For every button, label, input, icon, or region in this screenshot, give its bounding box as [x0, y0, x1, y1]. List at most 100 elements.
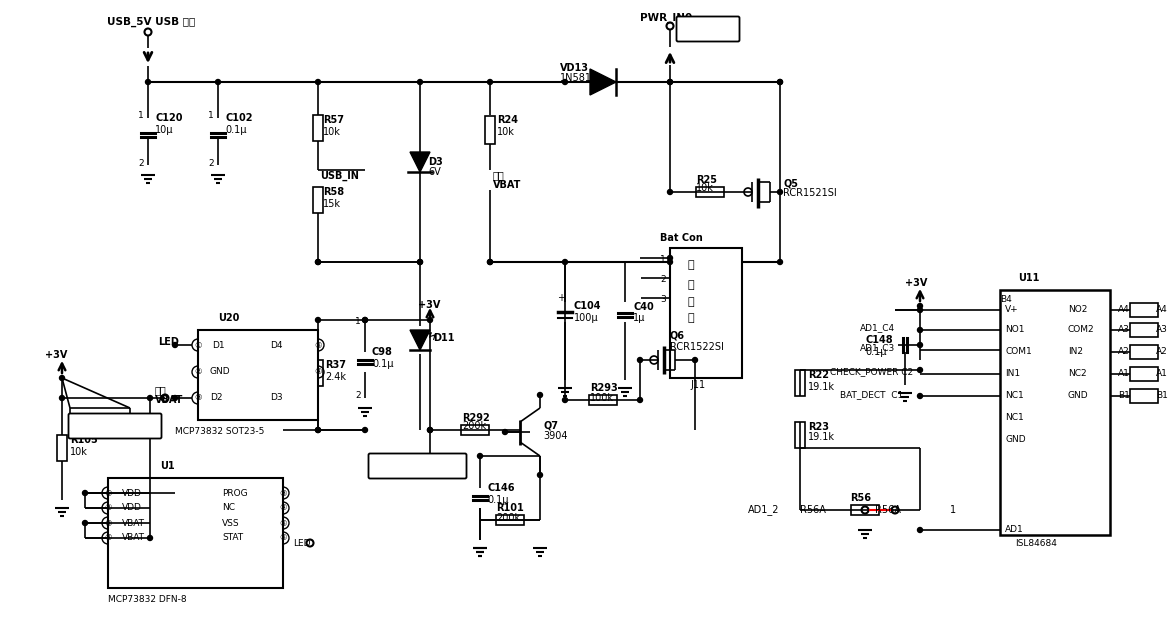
FancyBboxPatch shape [368, 453, 466, 478]
Text: R22: R22 [808, 370, 829, 380]
Circle shape [668, 189, 673, 195]
Text: VBAT: VBAT [122, 519, 145, 528]
Text: +3V: +3V [45, 350, 67, 360]
Text: ②: ② [195, 367, 202, 376]
Circle shape [362, 318, 368, 322]
Text: R58: R58 [323, 187, 345, 197]
Text: C148: C148 [865, 335, 893, 345]
Circle shape [417, 80, 422, 85]
Text: AD1: AD1 [1006, 526, 1024, 535]
Circle shape [777, 259, 783, 265]
Text: 2.4k: 2.4k [325, 372, 346, 382]
Circle shape [918, 304, 922, 309]
Text: RCR1521SI: RCR1521SI [783, 188, 837, 198]
Text: 19.1k: 19.1k [808, 382, 834, 392]
Circle shape [693, 358, 697, 363]
Text: ③: ③ [195, 394, 202, 403]
Bar [496, 515, 524, 525]
Text: GND: GND [1068, 392, 1089, 401]
Text: 3: 3 [660, 295, 666, 304]
Text: C98: C98 [372, 347, 393, 357]
Text: CHECK_POWER C2: CHECK_POWER C2 [830, 367, 913, 376]
Circle shape [538, 392, 543, 397]
Text: VDD: VDD [122, 489, 142, 498]
Circle shape [315, 259, 320, 265]
Text: C146: C146 [488, 483, 515, 493]
Circle shape [417, 259, 422, 265]
Text: GND: GND [1006, 435, 1026, 444]
Bar [696, 187, 724, 197]
Circle shape [477, 453, 483, 458]
Text: Bat Con: Bat Con [660, 233, 703, 243]
Text: VBAT: VBAT [155, 395, 183, 405]
Text: ⑤: ⑤ [314, 340, 322, 349]
Text: ③: ③ [279, 489, 287, 498]
Circle shape [668, 80, 673, 85]
Circle shape [60, 376, 64, 381]
Bar [108, 478, 282, 588]
Text: ⑤: ⑤ [279, 519, 287, 528]
Text: NC2: NC2 [1068, 370, 1086, 379]
Text: B4: B4 [1000, 295, 1011, 304]
Text: C40: C40 [633, 302, 654, 312]
Text: VD13: VD13 [560, 63, 590, 73]
Text: ③: ③ [104, 519, 111, 528]
Circle shape [777, 189, 783, 195]
Text: A3: A3 [1118, 325, 1130, 334]
Circle shape [172, 395, 177, 401]
Text: V+: V+ [1006, 306, 1018, 315]
Text: 10μ: 10μ [155, 125, 173, 135]
Polygon shape [410, 152, 430, 172]
Circle shape [315, 80, 320, 85]
Circle shape [538, 473, 543, 478]
Bar [461, 425, 489, 435]
Circle shape [216, 80, 220, 85]
Circle shape [148, 535, 152, 541]
Bar [485, 116, 495, 144]
Text: 100μ: 100μ [574, 313, 599, 323]
Text: MCP73832 DFN-8: MCP73832 DFN-8 [108, 596, 186, 605]
Text: +3V: +3V [905, 278, 927, 288]
Text: 1: 1 [355, 318, 361, 327]
Text: D3: D3 [428, 157, 443, 167]
Circle shape [918, 367, 922, 372]
Text: AD1_C4: AD1_C4 [860, 324, 895, 333]
Bar [1000, 290, 1110, 535]
Text: Q5: Q5 [783, 178, 798, 188]
Circle shape [428, 318, 432, 322]
Text: BAT_DECT  C1: BAT_DECT C1 [840, 390, 904, 399]
Text: +3V: +3V [418, 300, 441, 310]
Bar [313, 115, 323, 141]
Text: 2: 2 [138, 159, 144, 168]
Text: +3V 电源输出: +3V 电源输出 [393, 461, 442, 471]
Text: 口: 口 [688, 313, 695, 323]
FancyBboxPatch shape [676, 17, 740, 42]
Bar [1130, 323, 1158, 337]
Circle shape [668, 256, 673, 261]
Text: AD1_2: AD1_2 [748, 505, 779, 516]
Text: ④: ④ [104, 534, 111, 542]
Circle shape [315, 259, 320, 265]
Text: NC1: NC1 [1006, 413, 1024, 422]
Text: 200k: 200k [462, 421, 486, 431]
Text: 0.1μ: 0.1μ [225, 125, 246, 135]
Text: LED: LED [158, 337, 179, 347]
Text: A1: A1 [1118, 370, 1130, 379]
Text: C104: C104 [574, 301, 601, 311]
Text: ①: ① [104, 489, 111, 498]
Text: A2: A2 [1156, 347, 1167, 356]
Text: 1: 1 [138, 110, 144, 119]
Circle shape [503, 429, 507, 435]
Text: 100k: 100k [590, 393, 614, 403]
Text: VDD: VDD [122, 503, 142, 512]
Text: 2: 2 [207, 159, 213, 168]
Polygon shape [590, 69, 616, 95]
Bar [590, 395, 616, 405]
Bar [1130, 367, 1158, 381]
Bar [670, 248, 742, 378]
Text: A2: A2 [1118, 347, 1130, 356]
Text: NC1: NC1 [1006, 392, 1024, 401]
Text: U20: U20 [218, 313, 239, 323]
Circle shape [918, 327, 922, 333]
Circle shape [668, 259, 673, 265]
